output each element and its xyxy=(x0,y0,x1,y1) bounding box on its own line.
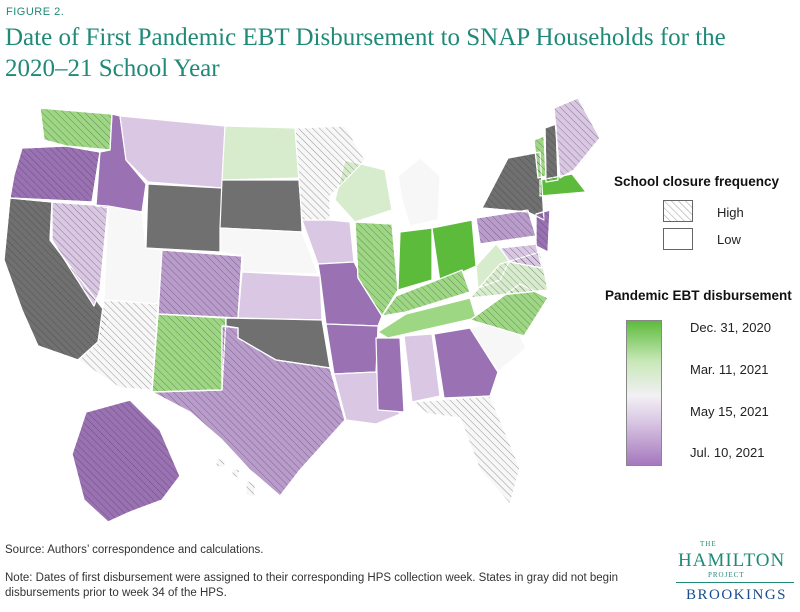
source-note: Source: Authors’ correspondence and calc… xyxy=(5,544,264,556)
state-mi xyxy=(397,157,441,227)
state-ny-hatch xyxy=(481,151,545,221)
state-nc-hatch xyxy=(469,283,549,337)
state-wy xyxy=(145,183,223,253)
figure-label: FIGURE 2. xyxy=(6,6,65,18)
state-fl-hatch xyxy=(411,395,521,505)
state-tn xyxy=(377,297,477,339)
ebt-tick-1: Dec. 31, 2020 xyxy=(690,320,771,335)
state-al xyxy=(403,333,441,403)
state-nd xyxy=(221,125,301,181)
brand-project: PROJECT xyxy=(708,571,745,579)
state-ks xyxy=(237,271,323,321)
state-ms xyxy=(375,337,405,413)
brand-brookings-logo: BROOKINGS xyxy=(686,587,788,603)
figure-title: Date of First Pandemic EBT Disbursement … xyxy=(5,24,726,82)
ebt-legend-heading: Pandemic EBT disbursement xyxy=(605,288,792,303)
brand-hamilton-logo: HAMILTON xyxy=(678,550,786,571)
closure-high-swatch xyxy=(663,200,693,222)
brand-divider xyxy=(676,582,794,583)
state-hi-hatch xyxy=(215,457,257,499)
ebt-color-ramp xyxy=(626,320,662,466)
state-sd xyxy=(219,179,303,233)
state-tx-hatch xyxy=(151,325,346,497)
state-co-hatch xyxy=(157,249,243,319)
state-nh-hatch xyxy=(544,123,559,183)
brand-the: THE xyxy=(700,540,717,548)
state-ga xyxy=(433,327,499,399)
closure-legend-heading: School closure frequency xyxy=(614,174,780,189)
footnote: Note: Dates of first disbursement were a… xyxy=(5,572,619,599)
state-wa-hatch xyxy=(39,107,113,151)
ebt-tick-2: Mar. 11, 2021 xyxy=(690,362,769,377)
closure-low-swatch xyxy=(663,228,693,250)
state-nv-hatch xyxy=(51,201,109,307)
state-mn-hatch xyxy=(294,125,366,221)
state-me-hatch xyxy=(553,97,601,179)
state-nm-hatch xyxy=(151,313,227,393)
state-in xyxy=(397,227,433,291)
state-nj-hatch xyxy=(535,209,551,253)
state-md-hatch xyxy=(499,243,543,269)
ebt-tick-4: Jul. 10, 2021 xyxy=(690,445,765,460)
state-az-hatch xyxy=(77,299,159,391)
closure-high-label: High xyxy=(717,205,744,220)
state-ar xyxy=(325,323,379,375)
state-or-hatch xyxy=(9,145,101,203)
state-ky-hatch xyxy=(381,269,471,317)
state-ak-hatch xyxy=(71,399,181,523)
state-il-hatch xyxy=(354,221,399,317)
ebt-tick-3: May 15, 2021 xyxy=(690,404,769,419)
state-mt xyxy=(119,115,226,189)
closure-low-label: Low xyxy=(717,232,741,247)
state-pa-hatch xyxy=(475,209,537,245)
